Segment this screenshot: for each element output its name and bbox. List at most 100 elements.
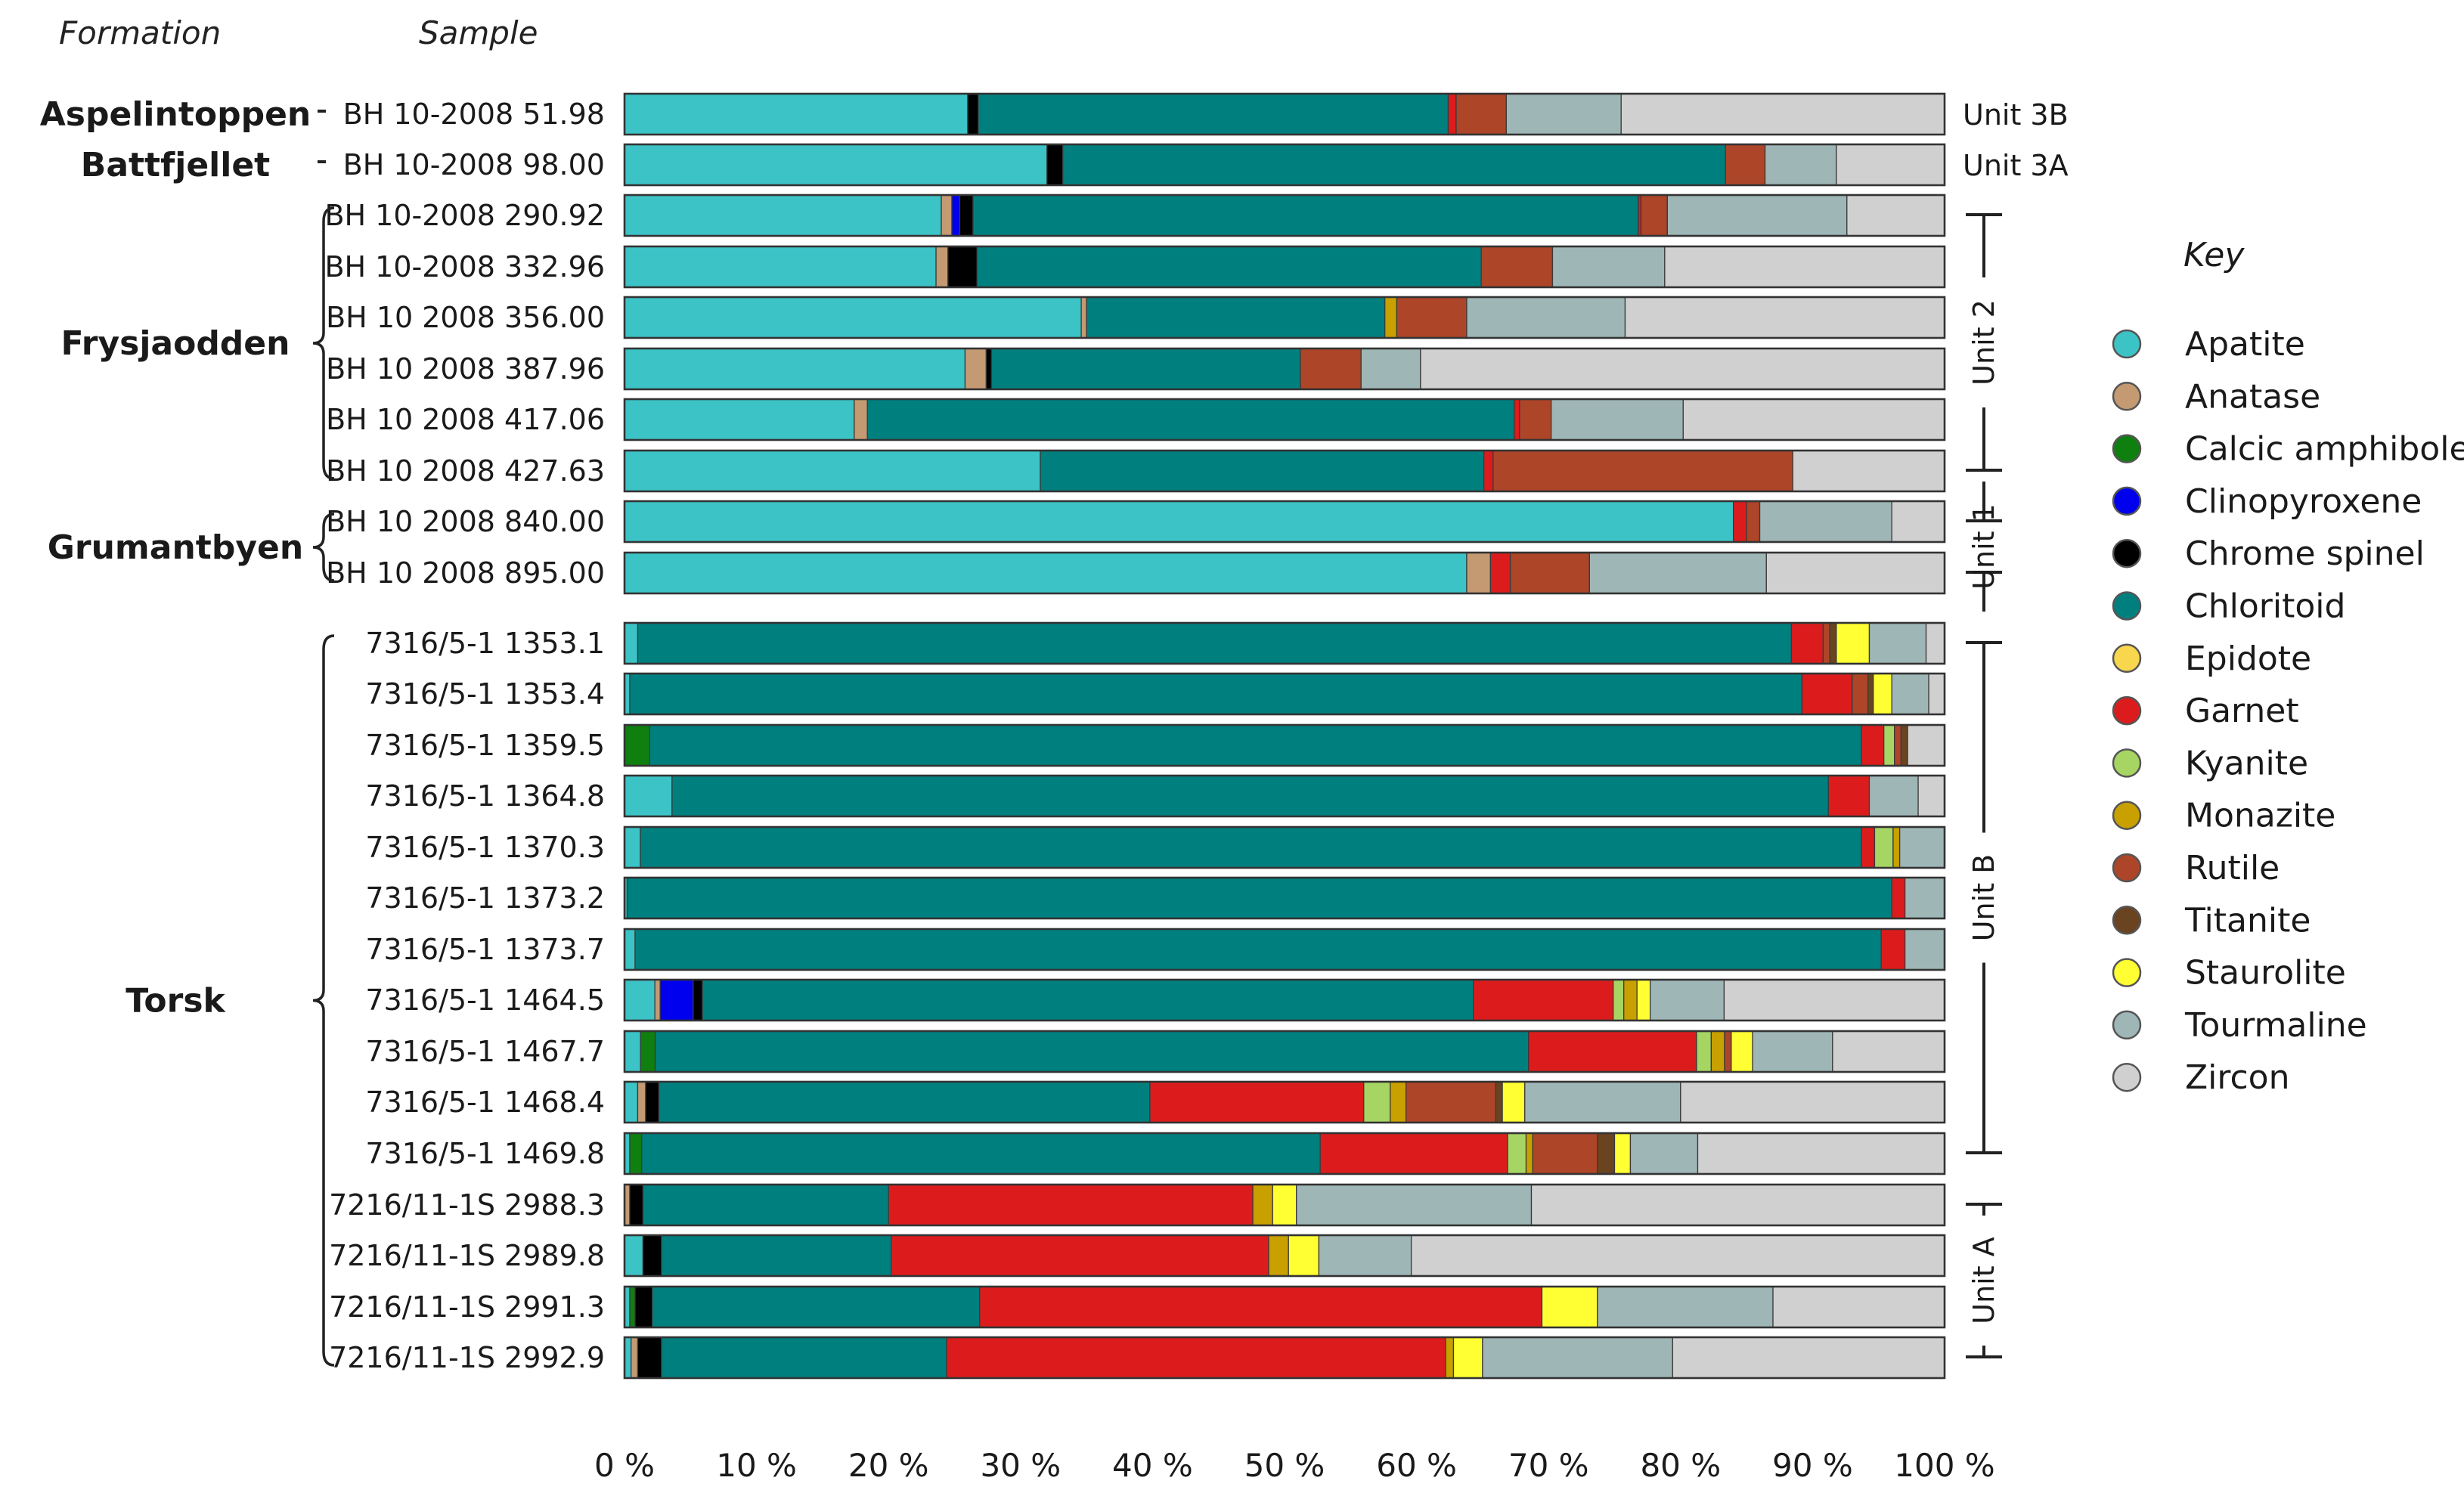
sample-row: BH 10-2008 332.96 bbox=[324, 245, 1946, 289]
sample-label: 7316/5-1 1353.4 bbox=[365, 677, 605, 711]
sample-row: BH 10 2008 427.63 bbox=[326, 449, 1946, 493]
x-tick-label: 40 % bbox=[1112, 1447, 1193, 1484]
bar-segment-apatite bbox=[624, 1081, 639, 1123]
bar-segment-garnet bbox=[1149, 1081, 1365, 1123]
bar-segment-chrome-spinel bbox=[642, 1234, 662, 1277]
bar-segment-monazite bbox=[1525, 1132, 1533, 1175]
bar-segment-kyanite bbox=[1874, 826, 1894, 869]
bar-segment-anatase bbox=[637, 1081, 646, 1123]
bar-segment-apatite bbox=[624, 622, 639, 664]
bar-segment-calcic-amphibole bbox=[629, 1286, 636, 1328]
sample-row: BH 10-2008 51.98 bbox=[343, 92, 1946, 136]
bar-segment-rutile bbox=[1509, 552, 1590, 594]
sample-label: 7316/5-1 1364.8 bbox=[365, 779, 605, 813]
bar-segment-zircon bbox=[1792, 450, 1945, 492]
bar-segment-monazite bbox=[1390, 1081, 1407, 1123]
bar-outline bbox=[623, 347, 1946, 391]
bar-segment-tourmaline bbox=[1752, 1030, 1833, 1073]
bar-segment-chloritoid bbox=[641, 1132, 1321, 1175]
bar-outline bbox=[623, 1285, 1946, 1329]
legend-swatch-calcic-amphibole bbox=[2112, 434, 2142, 463]
bar-segment-tourmaline bbox=[1296, 1184, 1533, 1226]
legend-label: Clinopyroxene bbox=[2185, 482, 2422, 521]
bar-segment-apatite bbox=[624, 194, 942, 237]
bar-segment-tourmaline bbox=[1629, 1132, 1699, 1175]
legend-label: Chrome spinel bbox=[2185, 534, 2425, 573]
sample-label: BH 10-2008 98.00 bbox=[343, 148, 605, 181]
bar-segment-zircon bbox=[1672, 1336, 1945, 1379]
bar-segment-anatase bbox=[654, 979, 661, 1021]
bar-segment-rutile bbox=[1300, 348, 1362, 390]
bar-segment-garnet bbox=[1528, 1030, 1697, 1073]
bar-segment-tourmaline bbox=[1759, 500, 1892, 543]
bar-segment-staurolite bbox=[1873, 673, 1892, 715]
bar-segment-zircon bbox=[1846, 194, 1945, 237]
x-tick-label: 90 % bbox=[1772, 1447, 1853, 1484]
bar-segment-chloritoid bbox=[654, 1030, 1530, 1073]
bar-segment-zircon bbox=[1620, 93, 1945, 135]
bar-segment-zircon bbox=[1891, 500, 1945, 543]
bar-segment-rutile bbox=[1893, 724, 1902, 767]
bar-segment-staurolite bbox=[1272, 1184, 1297, 1226]
sample-label: 7216/11-1S 2989.8 bbox=[329, 1239, 605, 1272]
sample-row: 7216/11-1S 2992.9 bbox=[329, 1336, 1946, 1380]
legend-label: Rutile bbox=[2185, 849, 2280, 887]
sample-row: 7316/5-1 1469.8 bbox=[365, 1132, 1946, 1175]
sample-row: 7316/5-1 1464.5 bbox=[365, 978, 1946, 1022]
sample-row: 7316/5-1 1359.5 bbox=[365, 723, 1946, 767]
bar-segment-garnet bbox=[1861, 826, 1876, 869]
sample-header: Sample bbox=[419, 14, 538, 51]
legend-label: Kyanite bbox=[2185, 744, 2308, 782]
bar-segment-chloritoid bbox=[1062, 144, 1726, 186]
legend: Key Apatite Anatase Calcic amphibole Clinop… bbox=[2112, 236, 2464, 1097]
bar-segment-chloritoid bbox=[652, 1286, 981, 1328]
legend-swatch-tourmaline bbox=[2112, 1010, 2142, 1040]
bar-outline bbox=[623, 1080, 1946, 1124]
bar-outline bbox=[623, 723, 1946, 767]
bar-segment-apatite bbox=[624, 500, 1734, 543]
sample-label: 7316/5-1 1373.2 bbox=[365, 881, 605, 915]
legend-swatch-anatase bbox=[2112, 382, 2142, 411]
bar-segment-chloritoid bbox=[866, 398, 1515, 441]
bar-segment-chrome-spinel bbox=[985, 348, 993, 390]
bar-segment-staurolite bbox=[1836, 622, 1870, 664]
legend-label: Garnet bbox=[2185, 692, 2299, 730]
bar-outline bbox=[623, 928, 1946, 971]
bar-outline bbox=[623, 1132, 1946, 1175]
x-axis: 0 % 10 % 20 % 30 % 40 % 50 % 60 % 70 % 80 % 90 % 1… bbox=[594, 1447, 1995, 1484]
bar-segment-chloritoid bbox=[702, 979, 1474, 1021]
bar-segment-rutile bbox=[1492, 450, 1793, 492]
sample-label: BH 10-2008 290.92 bbox=[324, 199, 605, 232]
bar-segment-rutile bbox=[1724, 1030, 1732, 1073]
bar-segment-staurolite bbox=[1541, 1286, 1598, 1328]
bar-segment-chloritoid bbox=[629, 673, 1803, 715]
bar-segment-rutile bbox=[1746, 500, 1761, 543]
bar-outline bbox=[623, 978, 1946, 1022]
bar-segment-rutile bbox=[1640, 194, 1668, 237]
bar-segment-apatite bbox=[624, 144, 1048, 186]
bar-segment-chloritoid bbox=[642, 1184, 889, 1226]
bar-segment-garnet bbox=[1447, 93, 1457, 135]
bar-segment-tourmaline bbox=[1868, 775, 1919, 817]
bar-segment-tourmaline bbox=[1466, 296, 1626, 339]
bar-segment-garnet bbox=[1790, 622, 1824, 664]
sample-row: 7316/5-1 1353.4 bbox=[365, 672, 1946, 716]
bar-segment-rutile bbox=[1405, 1081, 1497, 1123]
sample-label: BH 10 2008 895.00 bbox=[326, 556, 605, 590]
bar-segment-apatite bbox=[624, 552, 1468, 594]
bar-segment-chloritoid bbox=[661, 1234, 892, 1277]
bar-segment-tourmaline bbox=[1551, 246, 1666, 288]
bar-segment-monazite bbox=[1445, 1336, 1455, 1379]
legend-swatch-kyanite bbox=[2112, 748, 2142, 778]
bar-segment-tourmaline bbox=[1505, 93, 1622, 135]
bar-outline bbox=[623, 1183, 1946, 1227]
bar-segment-titanite bbox=[1867, 673, 1874, 715]
bar-segment-apatite bbox=[624, 348, 966, 390]
bar-segment-zircon bbox=[1765, 552, 1945, 594]
bar-segment-apatite bbox=[624, 1030, 641, 1073]
bar-segment-garnet bbox=[946, 1336, 1446, 1379]
formation-label: Battfjellet bbox=[81, 146, 270, 184]
bar-segment-apatite bbox=[624, 1336, 632, 1379]
x-tick-label: 30 % bbox=[980, 1447, 1061, 1484]
